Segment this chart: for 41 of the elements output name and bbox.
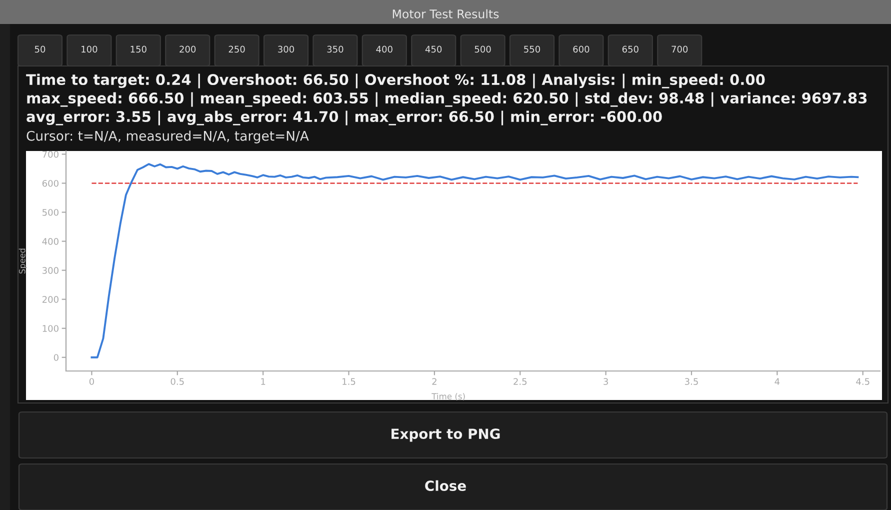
chart-title: Motor Test Results <box>392 9 499 18</box>
y-tick-label: 500 <box>42 208 58 216</box>
text: 650 <box>622 46 638 53</box>
text: 700 <box>672 46 688 53</box>
x-tick-label: 1 <box>261 378 266 385</box>
text: 400 <box>376 46 392 53</box>
x-tick-label: 4 <box>774 378 780 385</box>
text: 450 <box>425 46 442 53</box>
y-tick-label: 600 <box>42 180 58 187</box>
y-axis-title: Speed <box>18 248 27 274</box>
x-tick-label: 1.5 <box>342 378 356 385</box>
x-axis-title: Time (s) <box>432 393 465 400</box>
text: 300 <box>278 46 294 53</box>
text: 100 <box>82 46 98 53</box>
text: Close <box>425 480 466 492</box>
y-tick-label: 700 <box>42 150 58 158</box>
text: 550 <box>524 46 540 53</box>
y-tick-label: 300 <box>42 267 58 274</box>
text: max_speed: 666.50 | mean_speed: 603.55 | median_speed: 620.50 | std_dev: 98.48 | variance: 9697.83 <box>27 92 867 107</box>
text: Export to PNG <box>392 428 500 442</box>
x-tick-label: 3.5 <box>685 378 698 385</box>
text: 500 <box>474 46 491 53</box>
text: 50 <box>34 46 46 53</box>
y-tick-label: 100 <box>42 325 58 332</box>
x-tick-label: 2.5 <box>514 378 527 385</box>
text: 200 <box>180 46 196 53</box>
text: Time to target: 0.24 | Overshoot: 66.50 | Overshoot %: 11.08 | Analysis: | min_speed: 0.00 <box>26 74 765 88</box>
y-tick-label: 400 <box>42 238 58 245</box>
text: 250 <box>228 46 245 53</box>
text: 350 <box>327 46 344 53</box>
x-tick-label: 3 <box>604 378 608 385</box>
text: Cursor: t=N/A, measured=N/A, target=N/A <box>26 130 309 144</box>
x-tick-label: 0 <box>89 378 94 385</box>
x-tick-label: 2 <box>432 378 436 385</box>
x-tick-label: 4.5 <box>856 378 870 385</box>
x-tick-label: 0.5 <box>170 378 184 385</box>
y-tick-label: 200 <box>42 296 58 303</box>
text: 150 <box>130 46 146 53</box>
text: 600 <box>573 46 590 53</box>
text: avg_error: 3.55 | avg_abs_error: 41.70 | max_error: 66.50 | min_error: -600.00 <box>26 110 662 126</box>
y-tick-label: 0 <box>54 354 58 361</box>
